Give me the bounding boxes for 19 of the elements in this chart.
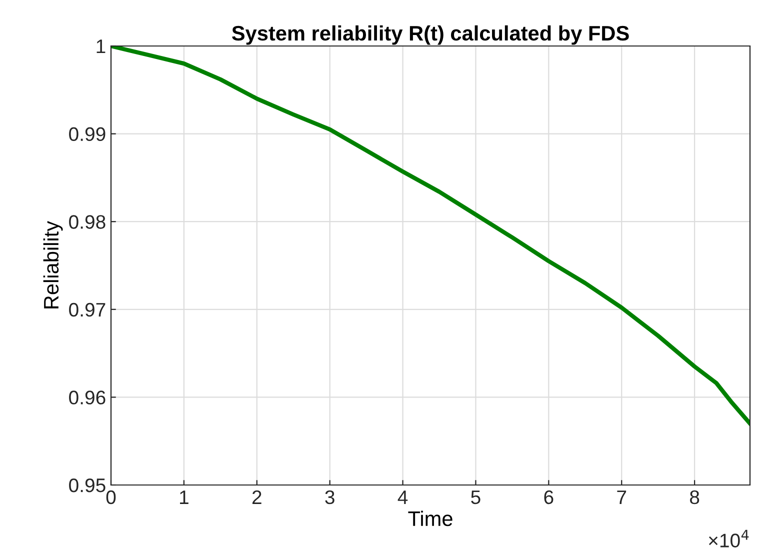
y-tick-label: 0.98 bbox=[69, 215, 106, 229]
chart-title: System reliability R(t) calculated by FDS bbox=[232, 25, 629, 45]
x-tick-label: 5 bbox=[471, 490, 480, 504]
y-axis-title: Reliability bbox=[43, 220, 63, 308]
text: ×10$^{4}$ bbox=[708, 530, 749, 548]
y-tick-label: 0.95 bbox=[69, 478, 106, 492]
y-tick-label: 0.96 bbox=[69, 390, 106, 404]
x-tick-label: 2 bbox=[252, 490, 262, 504]
x-tick-label: 6 bbox=[544, 490, 554, 504]
x-tick-label: 1 bbox=[180, 490, 188, 504]
x-tick-label: 7 bbox=[617, 490, 626, 504]
y-tick-label: 0.99 bbox=[69, 127, 106, 142]
x-axis-title: Time bbox=[408, 510, 452, 526]
x-tick-label: 8 bbox=[690, 490, 700, 504]
x-tick-label: 0 bbox=[106, 490, 116, 504]
x-tick-label: 3 bbox=[325, 490, 334, 504]
y-tick-label: 0.97 bbox=[69, 302, 106, 317]
x-tick-label: 4 bbox=[398, 490, 408, 504]
y-tick-label: 1 bbox=[96, 40, 106, 54]
